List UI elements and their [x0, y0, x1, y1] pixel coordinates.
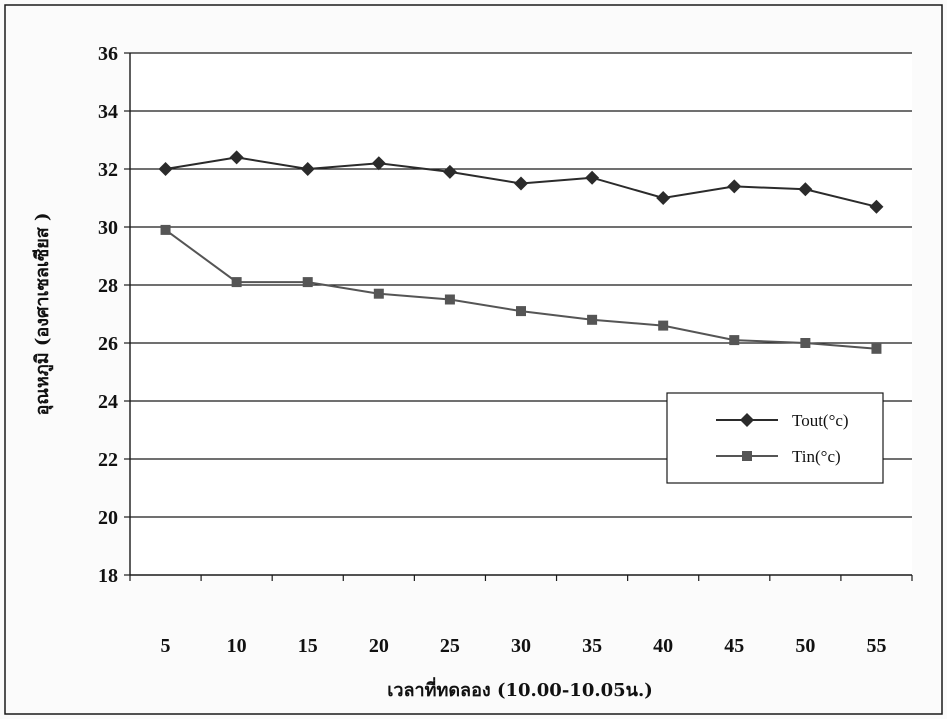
data-point-square	[231, 277, 242, 288]
data-point-square	[373, 288, 384, 299]
legend-label-tin: Tin(°c)	[792, 447, 841, 466]
data-point-diamond	[727, 179, 742, 194]
x-tick-label: 15	[298, 635, 318, 657]
y-tick-label: 20	[98, 507, 118, 529]
data-point-diamond	[869, 199, 884, 214]
data-point-diamond	[371, 156, 386, 171]
figure-border	[4, 4, 943, 715]
y-tick-label: 28	[98, 275, 118, 297]
x-tick-label: 30	[511, 635, 531, 657]
x-tick-label: 45	[724, 635, 744, 657]
y-tick-label: 24	[98, 391, 118, 413]
legend-marker-tin	[742, 451, 752, 461]
data-point-diamond	[585, 170, 600, 185]
data-point-diamond	[158, 162, 173, 176]
x-tick-label: 20	[369, 635, 389, 657]
data-point-square	[516, 306, 526, 317]
x-tick-label: 40	[653, 635, 673, 657]
data-point-diamond	[514, 176, 528, 191]
legend: Tout(°c) Tin(°c)	[666, 392, 884, 484]
y-tick-label: 36	[98, 43, 118, 65]
legend-box	[666, 392, 884, 484]
x-tick-label: 10	[227, 635, 247, 657]
legend-marker-tout	[740, 413, 754, 427]
y-axis-title: อุณหภูมิ (องศาเซลเซียส )	[32, 212, 54, 415]
data-point-square	[658, 320, 669, 331]
data-point-diamond	[229, 150, 244, 165]
x-tick-label: 5	[161, 635, 171, 657]
data-point-square	[444, 294, 455, 305]
x-axis-title: เวลาที่ทดลอง (10.00-10.05น.)	[387, 677, 653, 701]
data-point-square	[302, 277, 313, 288]
y-tick-label: 34	[98, 101, 118, 123]
y-tick-label: 18	[98, 565, 118, 587]
y-tick-label: 32	[98, 159, 118, 181]
data-point-square	[871, 343, 882, 354]
data-point-square	[729, 335, 740, 346]
series-lines	[158, 150, 884, 354]
data-point-diamond	[798, 182, 813, 197]
x-tick-label: 55	[866, 635, 886, 657]
legend-label-tout: Tout(°c)	[792, 411, 849, 430]
x-tick-label: 35	[582, 635, 602, 657]
x-tick-label: 50	[795, 635, 815, 657]
x-tick-labels: 5 10 15 20 25 30 35 40 45 50 55	[161, 635, 887, 657]
axes	[129, 53, 913, 581]
y-tick-label: 26	[98, 333, 118, 355]
data-point-square	[160, 224, 171, 235]
y-tick-label: 22	[98, 449, 118, 471]
y-tick-labels: 18 20 22 24 26 28 30 32 34 36	[98, 43, 118, 587]
x-tick-label: 25	[440, 635, 460, 657]
data-point-diamond	[656, 191, 671, 205]
data-point-diamond	[300, 162, 315, 176]
data-point-square	[800, 338, 811, 348]
data-point-square	[587, 314, 598, 325]
y-tick-label: 30	[98, 217, 118, 239]
data-point-diamond	[442, 164, 457, 179]
